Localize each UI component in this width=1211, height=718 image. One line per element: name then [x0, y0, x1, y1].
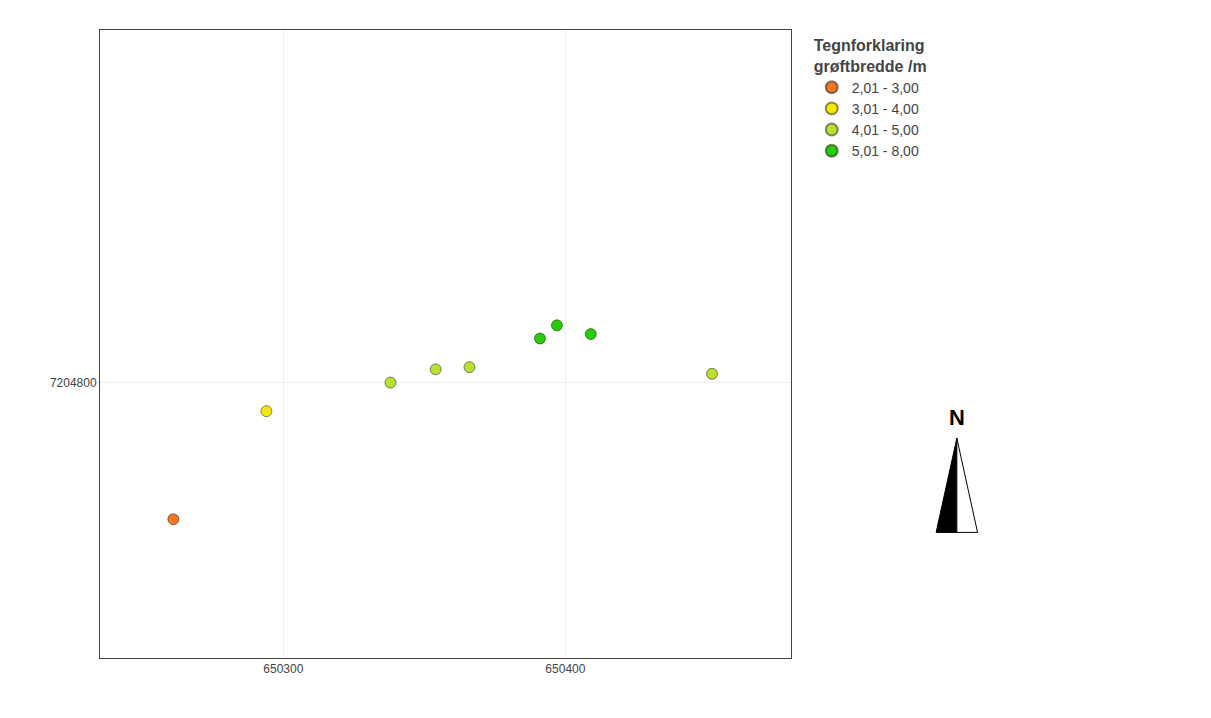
svg-text:Tegnforklaringgrøftbredde /m: Tegnforklaringgrøftbredde /m: [814, 37, 927, 75]
svg-text:N: N: [949, 405, 965, 430]
svg-text:4,01 - 5,00: 4,01 - 5,00: [852, 122, 919, 138]
svg-text:2,01 - 3,00: 2,01 - 3,00: [852, 80, 919, 96]
svg-text:650300: 650300: [263, 662, 303, 676]
svg-text:650400: 650400: [545, 662, 585, 676]
svg-text:3,01 - 4,00: 3,01 - 4,00: [852, 101, 919, 117]
svg-text:5,01 - 8,00: 5,01 - 8,00: [852, 143, 919, 159]
svg-text:7204800: 7204800: [50, 376, 97, 390]
